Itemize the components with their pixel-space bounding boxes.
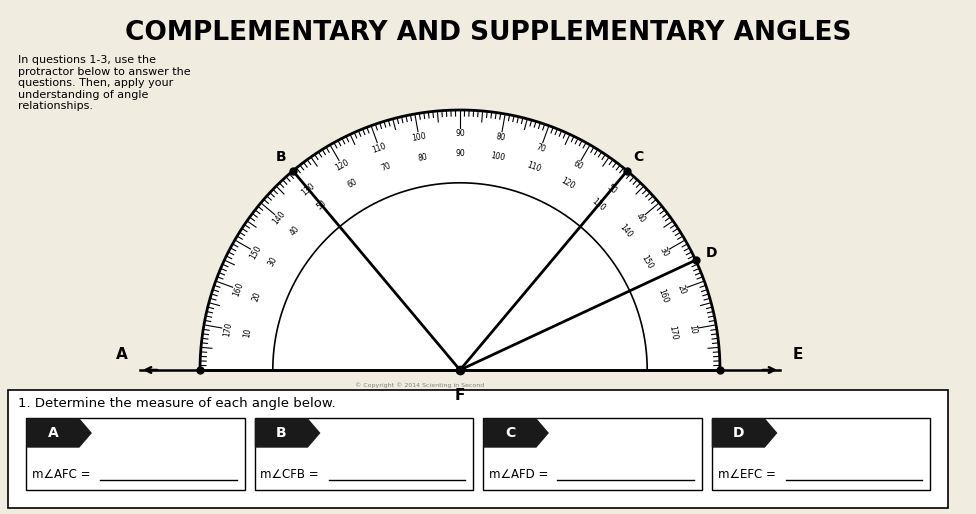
Text: C: C: [505, 426, 515, 440]
Text: 100: 100: [411, 132, 427, 143]
FancyBboxPatch shape: [8, 390, 948, 508]
FancyBboxPatch shape: [483, 418, 702, 490]
Text: 130: 130: [300, 181, 317, 197]
Text: m∠AFC =: m∠AFC =: [32, 468, 91, 481]
Text: 120: 120: [559, 175, 577, 190]
Polygon shape: [712, 419, 777, 447]
FancyBboxPatch shape: [255, 418, 473, 490]
Text: 30: 30: [266, 255, 279, 268]
FancyBboxPatch shape: [26, 418, 245, 490]
Text: 60: 60: [572, 159, 585, 172]
Text: B: B: [276, 150, 287, 164]
Text: 30: 30: [658, 246, 671, 259]
Polygon shape: [27, 419, 91, 447]
Text: 20: 20: [251, 290, 263, 302]
Text: 100: 100: [490, 152, 506, 163]
Text: 40: 40: [634, 212, 647, 225]
Text: 110: 110: [371, 141, 387, 155]
FancyBboxPatch shape: [712, 418, 930, 490]
Polygon shape: [484, 419, 548, 447]
Text: In questions 1-3, use the
protractor below to answer the
questions. Then, apply : In questions 1-3, use the protractor bel…: [18, 55, 190, 112]
Text: 170: 170: [222, 321, 233, 337]
Text: 170: 170: [667, 324, 678, 340]
Text: m∠EFC =: m∠EFC =: [717, 468, 775, 481]
Text: 160: 160: [231, 281, 245, 298]
Text: 10: 10: [242, 327, 253, 338]
Text: 70: 70: [380, 161, 392, 173]
Text: 160: 160: [656, 288, 670, 304]
Text: 1. Determine the measure of each angle below.: 1. Determine the measure of each angle b…: [18, 397, 336, 410]
Text: 150: 150: [248, 244, 264, 261]
Text: 140: 140: [271, 210, 287, 227]
Text: m∠CFB =: m∠CFB =: [261, 468, 319, 481]
Text: 70: 70: [535, 142, 547, 154]
Text: 90: 90: [455, 150, 465, 158]
Text: A: A: [116, 347, 128, 362]
Text: 40: 40: [288, 225, 302, 238]
Text: D: D: [733, 426, 745, 440]
Text: 20: 20: [676, 283, 688, 296]
Text: 60: 60: [346, 177, 358, 189]
Text: 130: 130: [590, 196, 607, 213]
Text: C: C: [633, 150, 644, 164]
Polygon shape: [256, 419, 319, 447]
Text: 90: 90: [455, 130, 465, 138]
Text: 110: 110: [526, 160, 543, 174]
Text: 50: 50: [605, 182, 619, 196]
Text: 120: 120: [334, 158, 350, 173]
Polygon shape: [200, 110, 720, 370]
Text: 80: 80: [496, 132, 507, 143]
Text: 150: 150: [639, 253, 655, 270]
Text: E: E: [793, 347, 803, 362]
Text: 80: 80: [417, 152, 428, 162]
Text: 140: 140: [618, 223, 633, 240]
Text: © Copyright © 2014 Scienting in Second: © Copyright © 2014 Scienting in Second: [355, 382, 485, 388]
Text: F: F: [455, 388, 466, 403]
Text: 10: 10: [687, 323, 698, 335]
Text: COMPLEMENTARY AND SUPPLEMENTARY ANGLES: COMPLEMENTARY AND SUPPLEMENTARY ANGLES: [125, 20, 851, 46]
Text: D: D: [707, 246, 717, 260]
Text: A: A: [48, 426, 59, 440]
Text: m∠AFD =: m∠AFD =: [489, 468, 549, 481]
Text: B: B: [276, 426, 287, 440]
Text: 50: 50: [314, 198, 328, 211]
